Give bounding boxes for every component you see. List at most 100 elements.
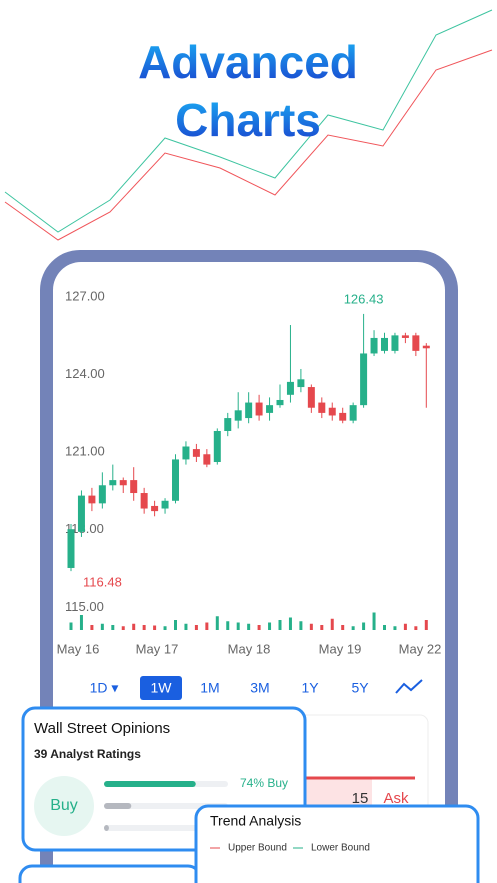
candle-body [213, 430, 221, 463]
price-annotation: 126.43 [344, 291, 384, 306]
y-tick-label: 115.00 [65, 599, 104, 614]
opinions-title: Wall Street Opinions [34, 720, 170, 737]
volume-bar [90, 625, 94, 630]
volume-bar [163, 626, 167, 630]
chart-type-icon [395, 679, 423, 694]
legend-label: Upper Bound [228, 843, 287, 854]
candle-body [401, 335, 409, 338]
trend-card [194, 804, 480, 883]
quote-size: 15 [352, 790, 369, 807]
candle-body [98, 485, 106, 504]
candle-body [286, 381, 294, 395]
candle-body [276, 399, 284, 406]
range-button[interactable]: 1Y [301, 680, 319, 696]
candle-body [339, 412, 347, 421]
candle-body [360, 353, 368, 406]
legend-label: Lower Bound [311, 843, 370, 854]
candle-body [349, 405, 357, 421]
candle-body [391, 335, 399, 351]
candle-body [234, 410, 242, 421]
y-tick-label: 121.00 [65, 444, 105, 459]
x-tick-label: May 16 [57, 641, 100, 656]
volume-bar [372, 612, 376, 630]
volume-bar [320, 625, 324, 630]
candle-body [77, 495, 85, 532]
volume-bar [424, 620, 428, 630]
volume-bar [383, 625, 386, 630]
title: Advanced [138, 36, 358, 88]
opinions-subtitle: 39 Analyst Ratings [34, 747, 141, 761]
candle-body [192, 449, 200, 457]
volume-bar [174, 620, 177, 630]
y-tick-label: 124.00 [65, 366, 105, 381]
volume-bar [299, 621, 303, 630]
range-button[interactable]: 1M [200, 680, 219, 696]
candle-body [412, 335, 420, 351]
candle-body [119, 480, 127, 486]
candle-body [161, 500, 169, 509]
volume-bar [79, 615, 83, 630]
range-button[interactable]: 1W [151, 680, 173, 696]
badge-text: Buy [50, 797, 78, 814]
opinion-bar [104, 825, 109, 831]
volume-bar [393, 626, 397, 630]
candle-body [370, 337, 378, 354]
candle-body [318, 402, 326, 413]
volume-bar [268, 622, 272, 630]
candle-body [130, 480, 138, 494]
volume-bar [184, 623, 188, 630]
candle-body [151, 505, 159, 512]
range-button[interactable]: 5Y [351, 680, 369, 696]
candle-body [381, 337, 388, 351]
volume-bar [288, 617, 292, 630]
chart: 127.00124.00121.00118.00115.00126.43116.… [57, 289, 441, 700]
volume-bar [132, 623, 136, 630]
volume-bar [153, 625, 157, 630]
volume-bar [247, 623, 251, 630]
range-button[interactable]: 3M [250, 680, 269, 696]
candle-body [182, 446, 190, 460]
next-card [18, 864, 202, 883]
candle-body [140, 493, 148, 509]
candle-body [224, 418, 232, 431]
candle-body [422, 345, 430, 349]
quote-side: Ask [383, 790, 409, 807]
deco-line [4, 9, 493, 233]
volume-bar [362, 622, 366, 630]
candle-body [245, 402, 253, 419]
volume-bar [215, 616, 219, 630]
trend-title: Trend Analysis [210, 813, 301, 829]
volume-bar [121, 626, 125, 630]
title: Charts [175, 94, 321, 146]
quote-bg [300, 778, 372, 808]
volume-bar [257, 625, 261, 630]
candle-body [203, 454, 211, 465]
opinion-bar [104, 781, 196, 787]
x-tick-label: May 17 [136, 641, 179, 656]
candle-body [255, 402, 263, 416]
volume-bar [236, 622, 240, 630]
badge [34, 776, 94, 836]
volume-bar [69, 622, 73, 630]
x-tick-label: May 19 [319, 641, 362, 656]
candle-body [88, 495, 96, 504]
candle-body [67, 529, 75, 568]
volume-bar [351, 626, 355, 630]
candle-body [109, 480, 117, 486]
volume-bar [330, 618, 334, 630]
opinion-bars [104, 781, 228, 831]
candle-body [297, 379, 305, 388]
buy-label: 74% Buy [240, 776, 288, 790]
candle-body [266, 405, 274, 413]
range-button[interactable]: 1D ▾ [90, 680, 119, 696]
price-annotation: 116.48 [83, 575, 122, 590]
candle-body [307, 387, 315, 408]
volume-bar [403, 623, 407, 630]
volume-bar [226, 621, 230, 630]
bar-track [104, 803, 228, 809]
deco-line [4, 49, 493, 241]
volume-bar [142, 625, 146, 630]
volume-bar [309, 623, 313, 630]
volume-bar [205, 622, 209, 630]
